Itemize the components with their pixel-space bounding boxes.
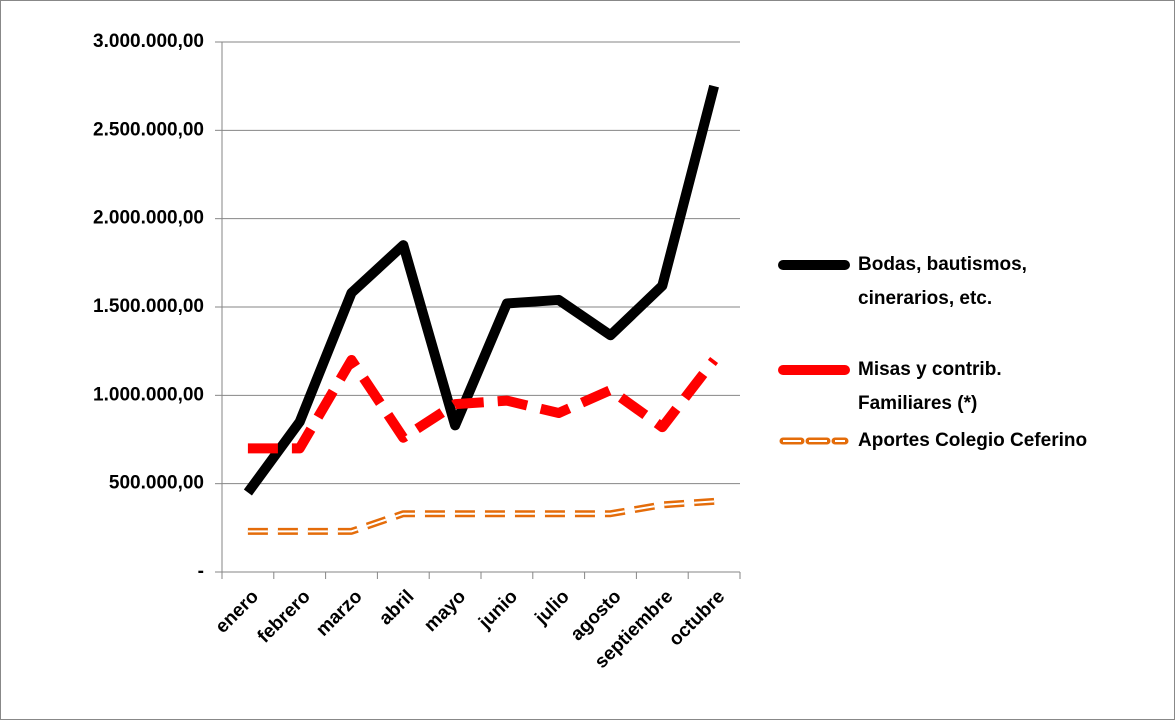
y-tick-label: 2.500.000,00 [93,119,204,140]
legend-label: Aportes Colegio Ceferino [858,430,1088,451]
y-tick-label: 2.000.000,00 [93,208,204,229]
y-tick-label: 500.000,00 [109,473,204,494]
y-tick-label: - [198,561,204,582]
y-tick-label: 3.000.000,00 [93,31,204,52]
y-tick-label: 1.500.000,00 [93,296,204,317]
series-line-inner [247,500,715,533]
legend-label: Bodas, bautismos, cinerarios, etc. [858,254,1027,309]
legend-label: Misas y contrib. Familiares (*) [858,359,1002,414]
series-line [243,84,719,496]
y-tick-label: 1.000.000,00 [93,384,204,405]
series-line [247,355,719,454]
